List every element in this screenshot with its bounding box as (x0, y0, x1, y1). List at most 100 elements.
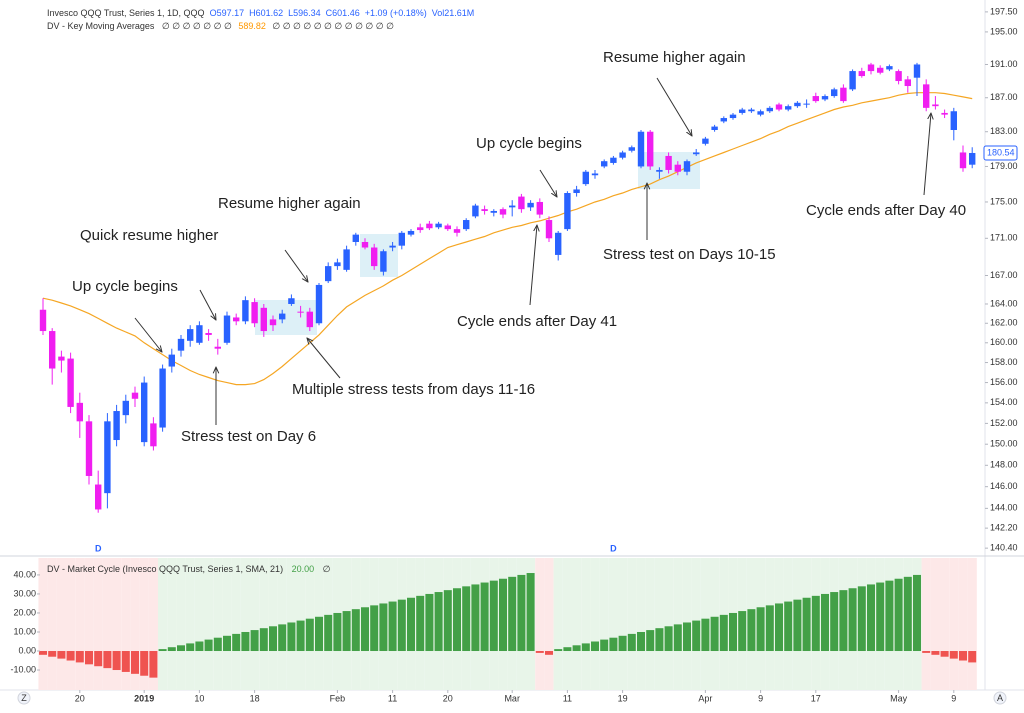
y-tick-label: 179.00 (990, 161, 1018, 171)
cycle-shade (112, 558, 122, 690)
cycle-shade (93, 558, 103, 690)
candle-body (831, 89, 838, 97)
cycle-shade (618, 558, 628, 690)
annotation: Multiple stress tests from days 11-16 (292, 381, 535, 398)
cycle-bar (85, 651, 93, 665)
study-legend: DV - Key Moving Averages ∅ ∅ ∅ ∅ ∅ ∅ ∅ 5… (47, 21, 394, 31)
cycle-bar (563, 647, 572, 652)
candle-body (886, 66, 893, 70)
candle-body (141, 382, 148, 443)
annotation-arrow (539, 169, 557, 197)
cycle-bar (499, 578, 507, 652)
candle-body (867, 64, 875, 72)
cycle-shade (194, 558, 204, 690)
cycle-shade (645, 558, 655, 690)
candle-body (950, 111, 957, 131)
candle-body (251, 302, 258, 324)
cycle-shade (535, 558, 545, 690)
cycle-shade (84, 558, 94, 690)
cycle-shade (277, 558, 287, 690)
cycle-bar (213, 637, 222, 652)
annotation-arrow (923, 113, 931, 196)
study-empty: ∅ ∅ ∅ ∅ ∅ ∅ ∅ ∅ ∅ ∅ ∅ ∅ (272, 21, 394, 31)
candle-body (564, 193, 571, 230)
cycle-bar (673, 624, 682, 652)
cycle-bar (66, 651, 75, 661)
candle-body (95, 484, 102, 510)
cycle-bar (885, 580, 894, 652)
cycle-shade (268, 558, 278, 690)
cycle-bar (710, 616, 719, 652)
candle-body (849, 71, 856, 90)
event-marker: D (610, 543, 617, 553)
candle-body (104, 421, 111, 494)
scale-button-label: Z (21, 693, 27, 703)
cycle-bar (664, 626, 673, 652)
candle-body (877, 67, 884, 73)
cycle-shade (56, 558, 66, 690)
cycle-bar (830, 592, 839, 652)
x-tick-label: Mar (504, 693, 520, 703)
y-tick-label: 40.00 (13, 569, 36, 579)
cycle-bar (738, 611, 747, 652)
cycle-bar (609, 637, 618, 652)
y-tick-label: 148.00 (990, 460, 1018, 470)
cycle-shade (553, 558, 563, 690)
cycle-shade (581, 558, 591, 690)
cycle-shade (167, 558, 177, 690)
candle-body (812, 96, 819, 102)
cycle-bar (655, 628, 664, 652)
cycle-shade (130, 558, 140, 690)
cycle-extra: ∅ (323, 564, 331, 574)
candle-body (122, 400, 129, 416)
candle-body (352, 234, 359, 242)
y-tick-label: 144.00 (990, 503, 1018, 513)
candle-body (720, 118, 727, 122)
candle-body (315, 284, 323, 324)
candle-body (444, 225, 451, 230)
cycle-bar (692, 620, 701, 652)
candle-body (159, 368, 166, 428)
candle-body (380, 251, 387, 272)
cycle-shade (66, 558, 76, 690)
y-tick-label: 183.00 (990, 126, 1018, 136)
candle-body (959, 152, 967, 169)
y-tick-label: 156.00 (990, 377, 1018, 387)
cycle-bar (719, 614, 728, 652)
symbol-legend: Invesco QQQ Trust, Series 1, 1D, QQQ O597… (47, 8, 474, 18)
candle-body (969, 152, 976, 165)
cycle-bar (968, 651, 977, 663)
cycle-bar (370, 605, 379, 652)
candle-body (591, 173, 599, 176)
x-tick-label: Apr (698, 693, 712, 703)
quote-value: C601.46 (326, 8, 360, 18)
cycle-shade (967, 558, 977, 690)
cycle-bar (57, 651, 66, 659)
cycle-bar (112, 651, 121, 671)
candle-body (242, 300, 249, 322)
cycle-bar (140, 651, 149, 676)
cycle-bar (802, 597, 811, 652)
x-tick-label: 9 (758, 693, 763, 703)
y-tick-label: 197.50 (990, 6, 1018, 16)
cycle-bar (857, 586, 866, 652)
cycle-bar (480, 582, 489, 652)
annotation-arrow (656, 77, 692, 136)
cycle-shade (544, 558, 554, 690)
quote-value: Vol21.61M (432, 8, 475, 18)
cycle-bar (407, 597, 415, 652)
candle-body (821, 96, 829, 100)
event-marker: D (95, 543, 102, 553)
candle-body (748, 109, 755, 112)
x-tick-label: 18 (250, 693, 260, 703)
cycle-shade (38, 558, 48, 690)
cycle-shade (158, 558, 168, 690)
cycle-bar (462, 586, 471, 652)
annotation: Stress test on Day 6 (181, 428, 316, 445)
cycle-shade (259, 558, 269, 690)
study-value: 589.82 (238, 21, 266, 31)
candle-body (417, 227, 424, 231)
annotation: Resume higher again (218, 195, 361, 212)
annotation: Cycle ends after Day 41 (457, 313, 617, 330)
